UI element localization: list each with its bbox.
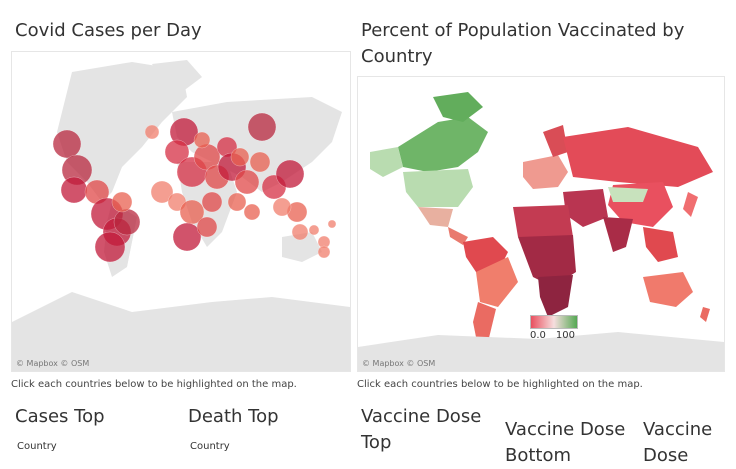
region-middle-east[interactable] (563, 189, 608, 227)
cases-country-column-header[interactable]: Country (17, 441, 57, 452)
case-bubble[interactable] (243, 203, 261, 221)
case-bubble[interactable] (272, 197, 292, 217)
vaccine-dose-top-heading: Vaccine Dose Top (361, 404, 481, 456)
vaccine-dose-third-line1: Vaccine (643, 419, 713, 440)
bubble-layer (52, 112, 337, 263)
region-europe[interactable] (523, 155, 568, 189)
region-central-africa[interactable] (518, 235, 576, 287)
map-attribution: © Mapbox © OSM (16, 359, 90, 368)
vaccine-dose-bottom-line1: Vaccine Dose (505, 419, 626, 440)
region-kazakhstan[interactable] (608, 187, 648, 202)
vaccination-title-line2: Country (361, 46, 433, 67)
region-russia[interactable] (563, 127, 713, 187)
vaccine-dose-bottom-line2: Bottom (505, 445, 572, 466)
case-bubble[interactable] (193, 131, 211, 149)
vaccine-dose-third-heading: Vaccine Dose (643, 417, 712, 469)
legend-min-label: 0.0 (530, 330, 546, 341)
case-bubble[interactable] (230, 147, 250, 167)
case-bubble[interactable] (196, 216, 218, 238)
cases-map-hint: Click each countries below to be highlig… (11, 379, 297, 390)
case-bubble[interactable] (308, 224, 320, 236)
case-bubble[interactable] (275, 159, 305, 189)
vaccine-dose-top-line2: Top (361, 432, 392, 453)
case-bubble[interactable] (327, 219, 337, 229)
cases-bubble-map[interactable]: © Mapbox © OSM (11, 51, 351, 372)
case-bubble[interactable] (291, 223, 309, 241)
region-mexico[interactable] (418, 207, 453, 227)
vaccine-dose-top-line1: Vaccine Dose (361, 406, 482, 427)
region-usa[interactable] (403, 169, 473, 207)
map-attribution: © Mapbox © OSM (362, 359, 436, 368)
region-brazil[interactable] (476, 257, 518, 307)
region-argentina[interactable] (473, 302, 496, 347)
case-bubble[interactable] (144, 124, 160, 140)
region-southeast-asia[interactable] (643, 227, 678, 262)
region-scandinavia[interactable] (543, 125, 568, 157)
case-bubble[interactable] (227, 192, 247, 212)
region-southern-africa[interactable] (538, 275, 573, 317)
region-antarctica (358, 332, 724, 371)
case-bubble[interactable] (317, 245, 331, 259)
region-alaska[interactable] (370, 147, 403, 177)
case-bubble[interactable] (113, 208, 141, 236)
cases-top-heading: Cases Top (15, 406, 105, 427)
case-bubble[interactable] (164, 139, 190, 165)
region-india[interactable] (603, 217, 633, 252)
death-top-heading: Death Top (188, 406, 279, 427)
legend-gradient (530, 315, 578, 329)
legend-max-label: 100 (555, 330, 575, 341)
vaccine-dose-bottom-heading: Vaccine Dose Bottom (505, 417, 625, 469)
region-australia[interactable] (643, 272, 693, 307)
region-greenland[interactable] (433, 92, 483, 122)
cases-map-title: Covid Cases per Day (15, 20, 202, 41)
vaccination-title-line1: Percent of Population Vaccinated by (361, 20, 685, 41)
case-bubble[interactable] (150, 180, 174, 204)
region-central-america[interactable] (448, 227, 468, 245)
vaccination-choropleth-map[interactable]: 0.0 100 © Mapbox © OSM (357, 76, 725, 372)
case-bubble[interactable] (111, 191, 133, 213)
case-bubble[interactable] (201, 191, 223, 213)
region-new-zealand[interactable] (700, 307, 710, 322)
vaccination-map-canvas (358, 92, 724, 371)
case-bubble[interactable] (52, 129, 82, 159)
vaccine-dose-third-line2: Dose (643, 445, 689, 466)
case-bubble[interactable] (249, 151, 271, 173)
case-bubble[interactable] (234, 169, 260, 195)
cases-map-canvas (12, 60, 350, 371)
case-bubble[interactable] (172, 222, 202, 252)
region-canada[interactable] (398, 117, 488, 172)
death-country-column-header[interactable]: Country (190, 441, 230, 452)
vaccination-legend: 0.0 100 (530, 315, 578, 341)
case-bubble[interactable] (94, 231, 126, 263)
case-bubble[interactable] (247, 112, 277, 142)
vaccination-map-hint: Click each countries below to be highlig… (357, 379, 643, 390)
vaccination-map-title: Percent of Population Vaccinated by Coun… (361, 18, 684, 70)
case-bubble[interactable] (60, 176, 88, 204)
region-japan[interactable] (683, 192, 698, 217)
